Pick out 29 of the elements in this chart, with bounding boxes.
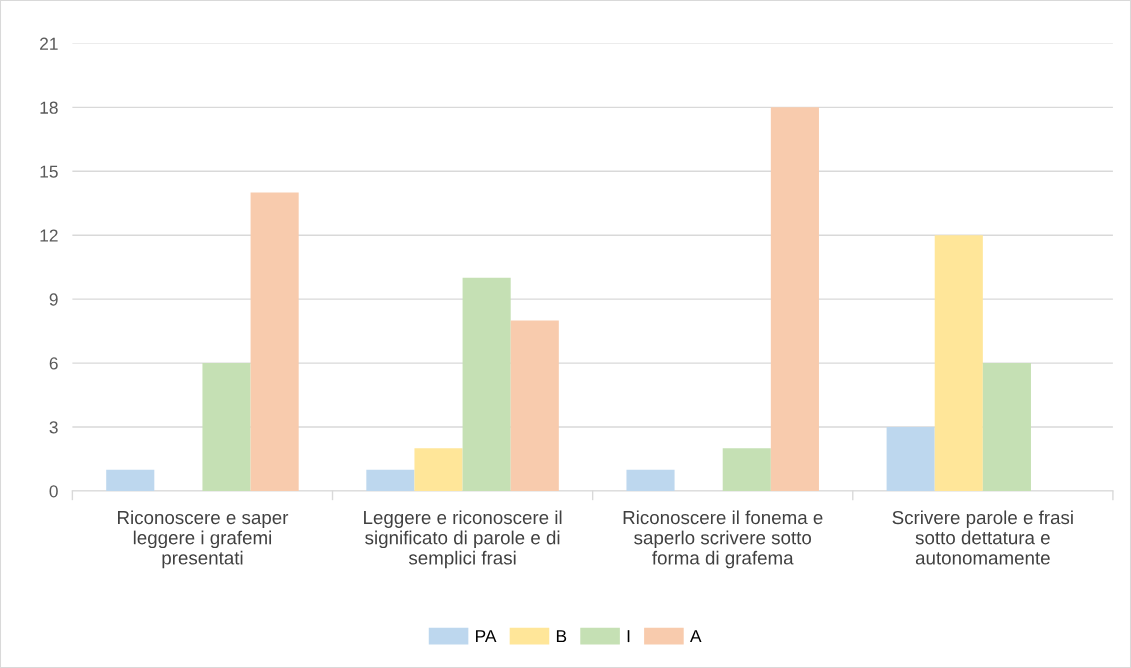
- y-tick-label: 0: [49, 485, 58, 498]
- bar: [510, 320, 559, 491]
- y-tick-label: 21: [40, 37, 58, 50]
- bar: [770, 107, 819, 491]
- bar: [202, 363, 251, 491]
- legend-label: I: [627, 630, 630, 643]
- x-tick-label: Scrivere parole e frasi sotto dettatura e autonomamente: [892, 510, 1073, 565]
- x-tick-label: Riconoscere e saper leggere i grafemi presentati: [118, 510, 289, 569]
- bar: [250, 192, 299, 491]
- y-tick-label: 12: [40, 229, 58, 242]
- y-tick-label: 9: [49, 293, 58, 306]
- x-tick-label: Leggere e riconoscere il significato di parole e di semplici frasi: [364, 510, 562, 569]
- bar: [722, 448, 771, 491]
- bar: [106, 469, 155, 491]
- y-tick-label: 15: [40, 165, 58, 178]
- legend-label: B: [556, 630, 567, 643]
- y-tick-label: 6: [49, 357, 58, 370]
- legend-label: PA: [476, 630, 497, 643]
- bar: [366, 469, 415, 491]
- x-tick-label: Riconoscere il fonema e saperlo scrivere sotto forma di grafema: [623, 510, 823, 569]
- y-tick-label: 18: [40, 101, 58, 114]
- bar: [934, 235, 983, 491]
- bar: [626, 469, 675, 491]
- y-tick-label: 3: [49, 421, 58, 434]
- bar: [886, 427, 935, 491]
- bar: [414, 448, 463, 491]
- bar: [462, 277, 511, 491]
- legend-label: A: [690, 630, 702, 643]
- bar: [982, 363, 1031, 491]
